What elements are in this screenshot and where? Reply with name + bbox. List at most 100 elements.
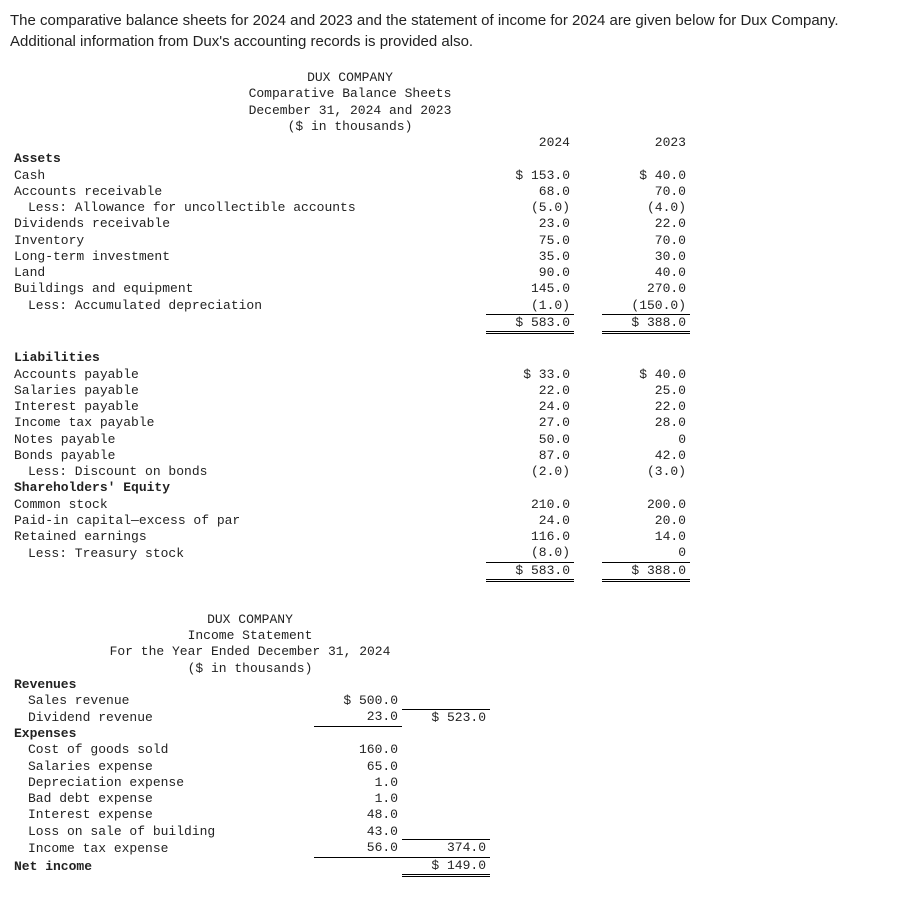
sp-2024: 22.0 xyxy=(486,383,574,399)
bs-title: Comparative Balance Sheets xyxy=(10,86,690,102)
itp-label: Income tax payable xyxy=(10,415,486,431)
bp-label: Bonds payable xyxy=(10,448,486,464)
allowance-2024: (5.0) xyxy=(486,200,574,216)
liab-header: Liabilities xyxy=(10,350,486,366)
sr-label: Sales revenue xyxy=(10,693,314,709)
bde-label: Bad debt expense xyxy=(10,791,314,807)
ni-label: Net income xyxy=(10,857,314,875)
ts-2023: 0 xyxy=(602,545,690,562)
rev-header: Revenues xyxy=(10,677,314,693)
land-label: Land xyxy=(10,265,486,281)
pic-2023: 20.0 xyxy=(602,513,690,529)
col-2023: 2023 xyxy=(602,135,690,151)
sp-2023: 25.0 xyxy=(602,383,690,399)
pic-2024: 24.0 xyxy=(486,513,574,529)
row-discount: Less: Discount on bonds(2.0)(3.0) xyxy=(10,464,690,480)
loss-value: 43.0 xyxy=(314,824,402,840)
total-le-2023: $ 388.0 xyxy=(602,562,690,580)
row-net-income: Net income$ 149.0 xyxy=(10,857,490,875)
dr-label: Dividend revenue xyxy=(10,709,314,726)
assets-header: Assets xyxy=(10,151,486,167)
ar-label: Accounts receivable xyxy=(10,184,486,200)
itp-2023: 28.0 xyxy=(602,415,690,431)
row-itp: Income tax payable27.028.0 xyxy=(10,415,690,431)
re-label: Retained earnings xyxy=(10,529,486,545)
intro-text: The comparative balance sheets for 2024 … xyxy=(10,10,900,52)
total-le-2024: $ 583.0 xyxy=(486,562,574,580)
row-ip: Interest payable24.022.0 xyxy=(10,399,690,415)
ad-2024: (1.0) xyxy=(486,298,574,315)
is-title: Income Statement xyxy=(10,628,490,644)
bs-company: DUX COMPANY xyxy=(10,70,690,86)
cs-label: Common stock xyxy=(10,497,486,513)
row-np: Notes payable50.00 xyxy=(10,432,690,448)
be-2023: 270.0 xyxy=(602,281,690,297)
ts-2024: (8.0) xyxy=(486,545,574,562)
ip-2023: 22.0 xyxy=(602,399,690,415)
pic-label: Paid-in capital—excess of par xyxy=(10,513,486,529)
ap-label: Accounts payable xyxy=(10,367,486,383)
ap-2024: $ 33.0 xyxy=(486,367,574,383)
row-dep-exp: Depreciation expense1.0 xyxy=(10,775,490,791)
cash-label: Cash xyxy=(10,168,486,184)
is-date: For the Year Ended December 31, 2024 xyxy=(10,644,490,660)
row-sales-rev: Sales revenue$ 500.0 xyxy=(10,693,490,709)
liab-header-row: Liabilities xyxy=(10,350,690,366)
ap-2023: $ 40.0 xyxy=(602,367,690,383)
rev-total: $ 523.0 xyxy=(402,709,490,726)
row-bad-debt: Bad debt expense1.0 xyxy=(10,791,490,807)
bp-2023: 42.0 xyxy=(602,448,690,464)
row-ar: Accounts receivable68.070.0 xyxy=(10,184,690,200)
inv-2023: 70.0 xyxy=(602,233,690,249)
row-cogs: Cost of goods sold160.0 xyxy=(10,742,490,758)
np-label: Notes payable xyxy=(10,432,486,448)
bs-units: ($ in thousands) xyxy=(10,119,690,135)
dr-value: 23.0 xyxy=(314,709,402,726)
be-2024: 145.0 xyxy=(486,281,574,297)
cogs-value: 160.0 xyxy=(314,742,402,758)
inv-2024: 75.0 xyxy=(486,233,574,249)
row-cs: Common stock210.0200.0 xyxy=(10,497,690,513)
exp-header: Expenses xyxy=(10,726,314,742)
ite-value: 56.0 xyxy=(314,840,402,857)
db-label: Less: Discount on bonds xyxy=(10,464,486,480)
bs-table: 2024 2023 Assets Cash$ 153.0 $ 40.0 Accou… xyxy=(10,135,690,582)
cogs-label: Cost of goods sold xyxy=(10,742,314,758)
cash-2024: $ 153.0 xyxy=(486,168,574,184)
allowance-label: Less: Allowance for uncollectible accoun… xyxy=(10,200,486,216)
col-2024: 2024 xyxy=(486,135,574,151)
ar-2024: 68.0 xyxy=(486,184,574,200)
income-statement: DUX COMPANY Income Statement For the Yea… xyxy=(10,612,490,877)
row-sal-exp: Salaries expense65.0 xyxy=(10,759,490,775)
lti-2024: 35.0 xyxy=(486,249,574,265)
ad-label: Less: Accumulated depreciation xyxy=(10,298,486,315)
lti-2023: 30.0 xyxy=(602,249,690,265)
sp-label: Salaries payable xyxy=(10,383,486,399)
cs-2023: 200.0 xyxy=(602,497,690,513)
loss-label: Loss on sale of building xyxy=(10,824,314,840)
ad-2023: (150.0) xyxy=(602,298,690,315)
ip-label: Interest payable xyxy=(10,399,486,415)
be-label: Buildings and equipment xyxy=(10,281,486,297)
divr-label: Dividends receivable xyxy=(10,216,486,232)
row-ts: Less: Treasury stock(8.0)0 xyxy=(10,545,690,562)
bs-col-headers: 2024 2023 xyxy=(10,135,690,151)
db-2024: (2.0) xyxy=(486,464,574,480)
is-table: Revenues Sales revenue$ 500.0 Dividend r… xyxy=(10,677,490,877)
total-assets-2023: $ 388.0 xyxy=(602,314,690,332)
land-2024: 90.0 xyxy=(486,265,574,281)
se-label: Salaries expense xyxy=(10,759,314,775)
assets-header-row: Assets xyxy=(10,151,690,167)
row-total-assets: $ 583.0 $ 388.0 xyxy=(10,314,690,332)
bp-2024: 87.0 xyxy=(486,448,574,464)
row-land: Land90.040.0 xyxy=(10,265,690,281)
allowance-2023: (4.0) xyxy=(602,200,690,216)
divr-2024: 23.0 xyxy=(486,216,574,232)
row-total-le: $ 583.0 $ 388.0 xyxy=(10,562,690,580)
re-2024: 116.0 xyxy=(486,529,574,545)
ie-value: 48.0 xyxy=(314,807,402,823)
row-re: Retained earnings116.014.0 xyxy=(10,529,690,545)
total-assets-2024: $ 583.0 xyxy=(486,314,574,332)
row-allowance: Less: Allowance for uncollectible accoun… xyxy=(10,200,690,216)
exp-total: 374.0 xyxy=(402,840,490,857)
